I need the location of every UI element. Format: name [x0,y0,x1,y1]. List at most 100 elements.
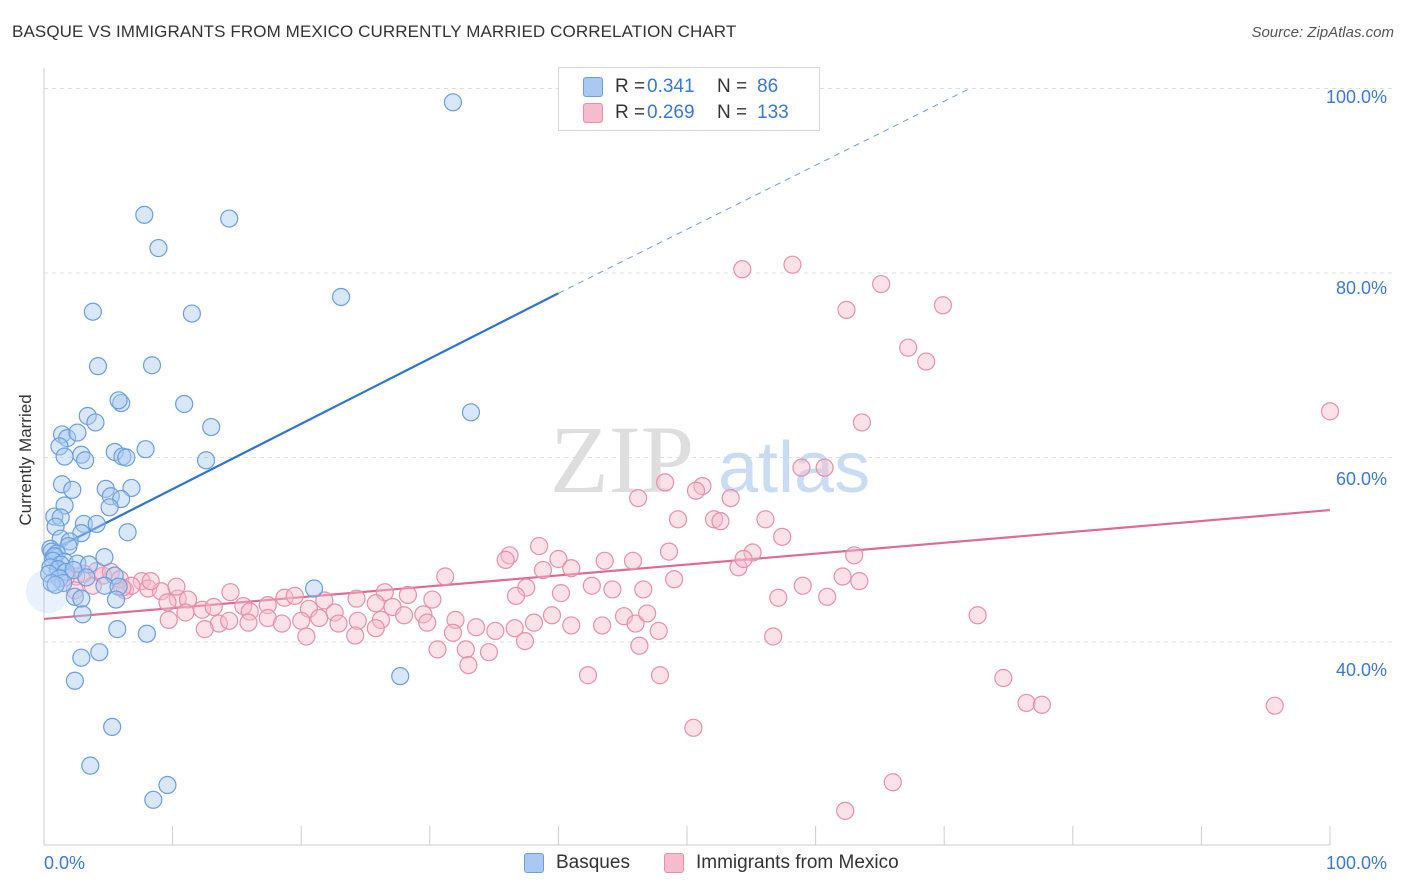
mexico-point-106 [428,640,447,659]
r-label: R = [615,76,646,97]
basques-point-16 [68,423,87,442]
mexico-point-78 [220,611,239,630]
mexico-point-111 [968,606,987,625]
mexico-point-102 [297,627,316,646]
mexico-point-7 [1320,402,1340,421]
mexico-point-65 [285,586,304,605]
mexico-point-110 [764,627,783,646]
mexico-point-35 [665,570,684,589]
mexico-point-25 [496,550,515,570]
chart-title: BASQUE VS IMMIGRANTS FROM MEXICO CURRENT… [12,22,737,41]
mexico-point-3 [837,300,856,319]
x-max-label: 100.0% [1326,853,1388,873]
mexico-point-120 [684,718,703,737]
basques-point-82 [158,775,177,795]
basques-point-19 [50,437,69,456]
mexico-point-76 [159,610,178,629]
mexico-point-132 [850,572,869,591]
stats-row-mexico: R = 0.269 N = 133 [583,100,789,126]
mexico-point-127 [167,577,186,596]
legend-label-basques: Basques [556,852,630,873]
mexico-point-13 [686,481,706,500]
basques-point-17 [86,413,105,432]
mexico-point-41 [221,583,240,602]
basques-point-29 [63,480,82,499]
mexico-point-91 [486,621,505,641]
points-blue [25,93,481,809]
mexico-point-8 [852,413,871,432]
mexico-point-1 [733,260,752,279]
basques-point-2 [220,209,239,228]
mexico-point-31 [734,549,753,569]
mexico-point-85 [348,611,367,630]
mexico-point-14 [629,488,648,508]
stats-legend: R = 0.341 N = 86 R = 0.269 N = 133 [558,67,820,131]
basques-point-10 [109,391,128,410]
mexico-point-114 [578,666,598,685]
basques-point-23 [55,447,74,466]
y-tick-label-60: 60.0% [1336,469,1388,489]
mexico-point-2 [872,274,891,294]
r-value-basques: 0.341 [647,76,695,97]
basques-point-7 [88,357,108,376]
mexico-point-107 [456,640,475,659]
mexico-point-15 [721,488,740,508]
mexico-point-28 [623,551,643,570]
basques-point-80 [103,717,122,737]
swatch-basques [583,77,603,97]
r-label: R = [615,102,646,123]
y-axis-title: Currently Married [16,394,35,526]
mexico-point-74 [423,590,442,609]
basques-point-75 [137,624,156,643]
basques-point-3 [149,238,168,258]
basques-point-5 [83,302,102,321]
basques-point-24 [76,451,95,470]
mexico-point-98 [626,614,645,633]
basques-point-20 [136,440,155,459]
mexico-point-37 [603,580,622,599]
basques-point-4 [331,287,351,307]
basques-point-39 [87,514,106,534]
legend-item-basques[interactable]: Basques [524,852,630,874]
mexico-point-84 [329,614,348,633]
mexico-point-121 [883,773,902,792]
mexico-point-69 [347,589,366,608]
mexico-point-104 [366,619,385,638]
basques-point-79 [65,671,84,690]
basques-point-9 [112,393,131,413]
legend-swatch-basques [524,853,544,873]
mexico-point-126 [141,572,160,591]
watermark: ZIP atlas [550,406,870,513]
trend-lines [43,88,1331,621]
basques-point-34 [55,496,74,515]
legend-item-mexico[interactable]: Immigrants from Mexico [664,852,899,874]
mexico-point-113 [459,655,478,675]
n-label: N = [717,76,748,97]
basques-point-35 [100,498,119,517]
mexico-point-21 [530,536,549,556]
basques-point-31 [122,478,141,498]
n-value-mexico: 133 [757,102,789,123]
mexico-point-90 [466,618,486,637]
series-legend: Basques Immigrants from Mexico [0,852,1406,878]
mexico-point-26 [549,549,568,569]
mexico-point-116 [994,668,1013,688]
mexico-point-79 [239,613,258,632]
basques-point-12 [461,403,481,422]
mexico-point-131 [833,567,852,586]
basques-point-73 [73,605,92,624]
n-value-basques: 86 [757,76,779,97]
points-pink [56,255,1340,820]
mexico-point-34 [436,567,455,586]
mexico-point-117 [1017,693,1036,713]
basques-point-62 [77,568,96,587]
y-tick-label-40: 40.0% [1336,660,1388,680]
basques-point-72 [106,590,126,609]
mexico-point-88 [418,613,437,632]
mexico-point-0 [783,255,802,274]
mexico-point-93 [524,613,544,632]
mexico-point-18 [756,510,775,529]
mexico-point-82 [292,611,311,630]
mexico-point-72 [398,585,418,605]
mexico-point-103 [346,626,365,645]
